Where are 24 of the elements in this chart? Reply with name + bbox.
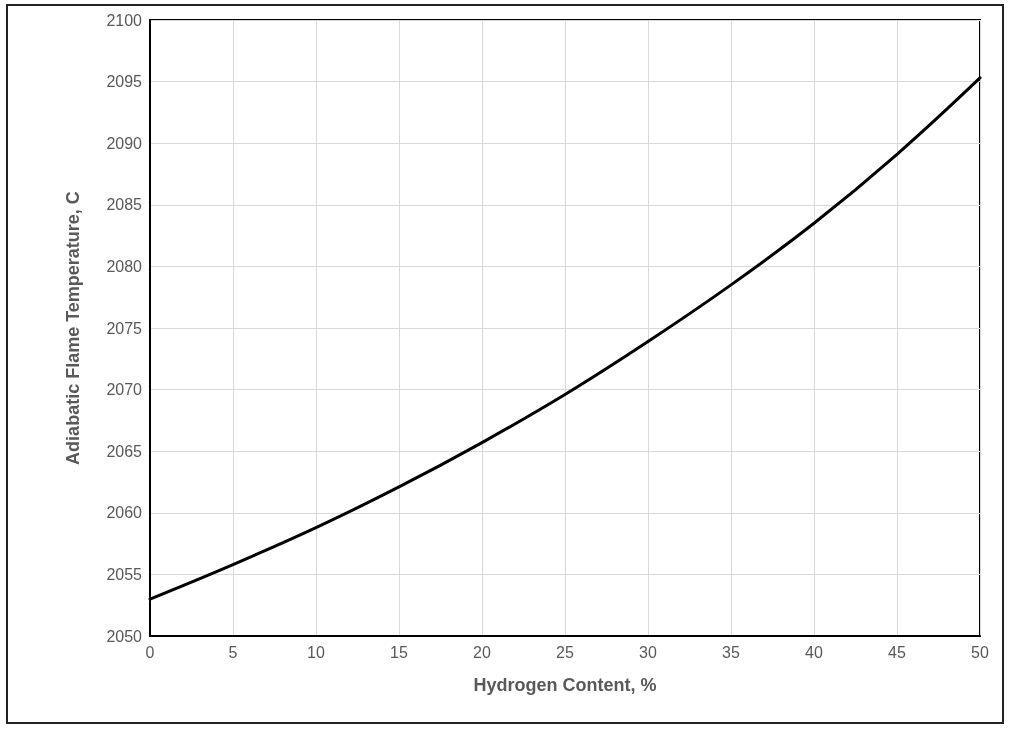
y-tick-label: 2050 [106, 627, 143, 645]
x-tick-label: 25 [556, 643, 574, 661]
y-tick-label: 2100 [106, 11, 143, 29]
x-tick-label: 40 [805, 643, 823, 661]
y-tick-label: 2060 [106, 504, 143, 522]
x-tick-label: 5 [228, 643, 238, 661]
x-tick-label: 0 [145, 643, 155, 661]
y-tick-label: 2070 [106, 381, 143, 399]
x-tick-label: 10 [307, 643, 325, 661]
y-tick-label: 2055 [106, 565, 143, 583]
y-tick-label: 2085 [106, 196, 143, 214]
x-tick-label: 15 [390, 643, 408, 661]
x-tick-label: 45 [888, 643, 906, 661]
x-axis-title: Hydrogen Content, % [473, 675, 657, 695]
y-tick-label: 2080 [106, 257, 143, 275]
y-tick-label: 2095 [106, 73, 143, 91]
x-tick-label: 30 [639, 643, 657, 661]
y-tick-label: 2075 [106, 319, 143, 337]
x-tick-label: 20 [473, 643, 491, 661]
x-tick-label: 35 [722, 643, 740, 661]
y-tick-label: 2090 [106, 134, 143, 152]
y-tick-label: 2065 [106, 442, 143, 460]
x-tick-label: 50 [971, 643, 989, 661]
y-axis-title: Adiabatic Flame Temperature, C [63, 191, 83, 465]
